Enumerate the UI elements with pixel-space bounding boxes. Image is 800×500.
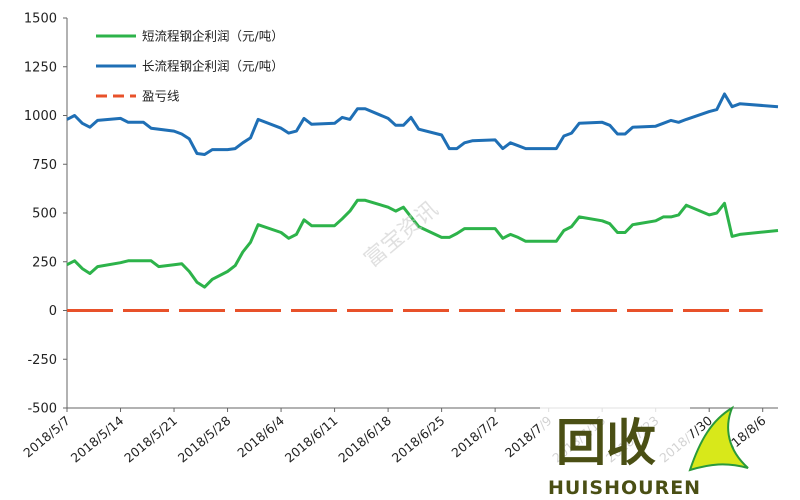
y-tick-label: 1250: [24, 60, 57, 75]
x-tick-label: 2018/5/7: [20, 413, 73, 461]
legend-label-1: 短流程钢企利润（元/吨）: [142, 29, 284, 44]
x-tick-label: 2018/6/25: [389, 413, 448, 466]
x-tick-label: 2018/7/2: [448, 413, 501, 461]
y-tick-label: 250: [32, 255, 57, 270]
series-lines: [66, 92, 779, 312]
logo-leaf-icon: [688, 405, 749, 472]
series-line-1: [66, 198, 779, 289]
x-tick-label: 2018/5/21: [121, 413, 180, 466]
y-tick-label: 1500: [24, 12, 57, 27]
y-tick-label: -500: [27, 402, 57, 417]
x-tick-label: 2018/5/28: [175, 413, 234, 466]
y-tick-label: 1000: [24, 109, 57, 124]
legend: 短流程钢企利润（元/吨） 长流程钢企利润（元/吨） 盈亏线: [96, 29, 284, 104]
legend-label-3: 盈亏线: [142, 89, 180, 104]
y-tick-label: 500: [32, 207, 57, 222]
y-tick-label: -250: [27, 353, 57, 368]
y-axis-ticks: -500 -250 0 250 500 750 1000 1250 1500: [24, 12, 67, 417]
y-tick-label: 0: [49, 304, 57, 319]
logo-en-text: HUISHOUREN: [548, 477, 701, 499]
logo-cn-text: 回收: [556, 414, 656, 472]
x-tick-label: 2018/6/18: [335, 413, 394, 466]
y-tick-label: 750: [32, 158, 57, 173]
x-tick-label: 2018/6/11: [282, 413, 341, 466]
series-line-2: [66, 92, 779, 156]
brand-logo: 回收 HUISHOUREN: [540, 405, 749, 499]
x-tick-label: 2018/5/14: [68, 413, 127, 466]
legend-label-2: 长流程钢企利润（元/吨）: [142, 59, 284, 74]
x-tick-label: 2018/6/4: [234, 413, 287, 461]
